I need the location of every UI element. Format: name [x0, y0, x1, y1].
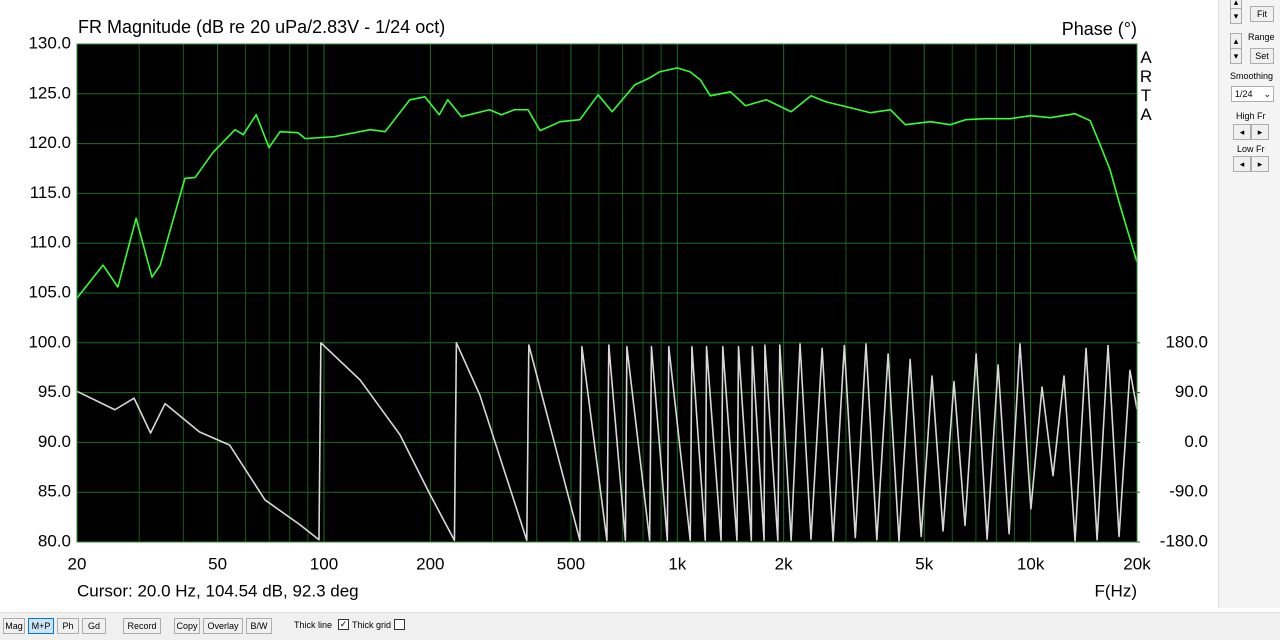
side-panel: ▴ ▾ Fit ▴ ▾ Range Set Smoothing 1/24 ⌄ H…	[1218, 0, 1280, 608]
toolbar: Mag M+P Ph Gd Record Copy Overlay B/W Thick line…	[0, 612, 1280, 640]
series-line	[76, 342, 1138, 542]
spin-down[interactable]: ▾	[1230, 48, 1242, 64]
y-tick-label: 130.0	[28, 33, 71, 52]
checkbox-label: Thick line	[294, 620, 333, 630]
toolbar-button[interactable]: Gd	[82, 618, 106, 634]
toolbar-button[interactable]: Copy	[174, 618, 200, 634]
x-tick-label: 2k	[775, 554, 793, 573]
high-fr-right[interactable]: ▸	[1251, 124, 1269, 140]
plot-border	[76, 43, 1138, 543]
smoothing-select[interactable]: 1/24 ⌄	[1231, 86, 1274, 102]
y2-tick-label: 0.0	[1184, 432, 1208, 451]
checkbox[interactable]	[394, 619, 405, 630]
dropdown-arrow: ⌄	[1263, 89, 1271, 99]
x-tick-label: 200	[416, 554, 444, 573]
y-tick-label: 100.0	[28, 332, 71, 351]
y-tick-label: 95.0	[38, 382, 71, 401]
fit-button[interactable]: Fit	[1250, 6, 1274, 22]
toolbar-button[interactable]: Record	[123, 618, 161, 634]
x-tick-label: 500	[557, 554, 585, 573]
series-line	[76, 67, 1138, 299]
x-tick-label: 20	[68, 554, 87, 573]
smoothing-label: Smoothing	[1230, 71, 1274, 81]
y2-tick-label: -90.0	[1169, 482, 1208, 501]
y-tick-label: 80.0	[38, 531, 71, 550]
y-tick-label: 125.0	[28, 83, 71, 102]
x-axis-title: F(Hz)	[1095, 581, 1137, 600]
checkbox[interactable]: ✓	[338, 619, 349, 630]
spin-up[interactable]: ▴	[1230, 33, 1242, 49]
x-tick-label: 1k	[668, 554, 686, 573]
y-tick-label: 105.0	[28, 282, 71, 301]
y-tick-label: 115.0	[30, 183, 71, 202]
cursor-readout: Cursor: 20.0 Hz, 104.54 dB, 92.3 deg	[77, 581, 359, 600]
toolbar-button[interactable]: Ph	[57, 618, 79, 634]
low-fr-label: Low Fr	[1237, 144, 1265, 154]
range-label: Range	[1248, 32, 1275, 42]
set-button[interactable]: Set	[1250, 48, 1274, 64]
series-lines	[76, 67, 1138, 542]
y-tick-label: 110.0	[30, 233, 71, 252]
x-tick-label: 20k	[1123, 554, 1151, 573]
toolbar-button[interactable]: Mag	[3, 618, 25, 634]
y2-tick-label: 90.0	[1175, 382, 1208, 401]
smoothing-value: 1/24	[1235, 89, 1253, 99]
y2-tick-label: 180.0	[1165, 332, 1208, 351]
y-tick-label: 90.0	[38, 432, 71, 451]
checkbox-label: Thick grid	[352, 620, 392, 630]
toolbar-button[interactable]: Overlay	[203, 618, 243, 634]
toolbar-button[interactable]: M+P	[28, 618, 54, 634]
y-tick-label: 85.0	[38, 482, 71, 501]
y2-axis-title: Phase (°)	[1062, 19, 1137, 39]
x-tick-label: 100	[310, 554, 338, 573]
low-fr-right[interactable]: ▸	[1251, 156, 1269, 172]
y2-tick-label: -180.0	[1160, 531, 1208, 550]
x-tick-label: 5k	[915, 554, 933, 573]
watermark: ARTA	[1137, 48, 1156, 124]
low-fr-left[interactable]: ◂	[1233, 156, 1251, 172]
toolbar-button[interactable]: B/W	[246, 618, 272, 634]
high-fr-label: High Fr	[1236, 111, 1266, 121]
chart-title: FR Magnitude (dB re 20 uPa/2.83V - 1/24 …	[78, 17, 445, 37]
y-tick-label: 120.0	[28, 133, 71, 152]
chart: FR Magnitude (dB re 20 uPa/2.83V - 1/24 …	[28, 16, 1208, 601]
spin-down[interactable]: ▾	[1230, 8, 1242, 24]
x-tick-label: 50	[208, 554, 227, 573]
high-fr-left[interactable]: ◂	[1233, 124, 1251, 140]
x-tick-label: 10k	[1017, 554, 1045, 573]
